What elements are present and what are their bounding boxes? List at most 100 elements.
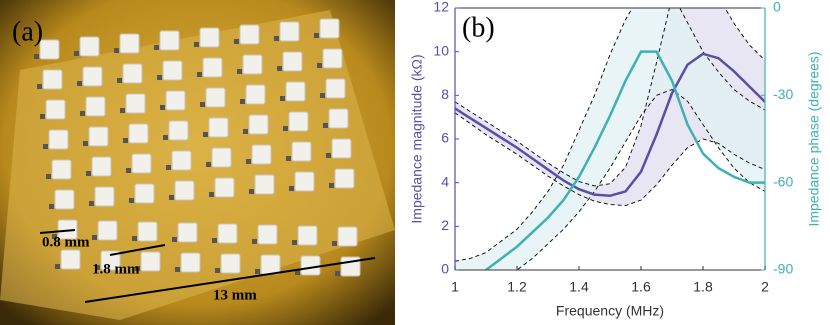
band [455, 8, 765, 270]
cube [202, 57, 223, 78]
pad [83, 141, 88, 146]
x-tick-label: 1 [451, 279, 459, 295]
pad [286, 156, 291, 161]
pad [197, 72, 202, 77]
cube [285, 81, 306, 102]
pad [283, 126, 288, 131]
pad [129, 198, 134, 203]
pad [237, 69, 242, 74]
cube [159, 30, 180, 51]
annotation: 1.8 mm [92, 261, 140, 277]
pad [317, 63, 322, 68]
pad [255, 269, 260, 274]
cube [214, 177, 235, 198]
x-tick-label: 1.4 [569, 279, 589, 295]
cube [291, 141, 312, 162]
y2-axis-label: Impedance phase (degrees) [806, 51, 822, 226]
line [455, 52, 765, 198]
panel-label: (b) [462, 12, 495, 43]
cube [165, 90, 186, 111]
y-tick-label: 0 [441, 261, 449, 277]
pad [154, 45, 159, 50]
cube [85, 96, 106, 117]
pad [80, 111, 85, 116]
cube [48, 129, 69, 150]
scale-arrow [109, 244, 166, 256]
cube [140, 251, 161, 272]
cube [174, 180, 195, 201]
pad [234, 39, 239, 44]
y-tick-label: 6 [441, 130, 449, 146]
pad [77, 81, 82, 86]
cube [248, 114, 269, 135]
cube [54, 189, 75, 210]
cube [177, 222, 198, 243]
cube [279, 21, 300, 42]
pad [175, 267, 180, 272]
pad [74, 51, 79, 56]
pad [95, 265, 100, 270]
cube [220, 253, 241, 274]
cube [242, 54, 263, 75]
pad [49, 204, 54, 209]
cube [91, 156, 112, 177]
x-tick-label: 2 [761, 279, 769, 295]
cube [162, 60, 183, 81]
pad [160, 105, 165, 110]
cube [100, 250, 121, 271]
pad [240, 99, 245, 104]
y-tick-label: 8 [441, 86, 449, 102]
panel-label: (a) [12, 16, 43, 47]
pad [117, 78, 122, 83]
cube [294, 171, 315, 192]
cube [331, 138, 352, 159]
x-tick-label: 1.8 [693, 279, 713, 295]
y-tick-label: 4 [441, 173, 449, 189]
cube [168, 120, 189, 141]
pad [126, 168, 131, 173]
y2-tick-label: -90 [773, 261, 793, 277]
pad [86, 171, 91, 176]
y-tick-label: 2 [441, 217, 449, 233]
cube [82, 66, 103, 87]
pad [280, 96, 285, 101]
pad [252, 239, 257, 244]
cube [122, 63, 143, 84]
cube [128, 123, 149, 144]
cube [217, 223, 238, 244]
pad [37, 84, 42, 89]
cube [88, 126, 109, 147]
x-axis-label: Frequency (MHz) [556, 303, 664, 319]
cube [254, 174, 275, 195]
pad [120, 108, 125, 113]
pad [114, 48, 119, 53]
pad [55, 264, 60, 269]
pad [329, 183, 334, 188]
pad [46, 174, 51, 179]
line [485, 50, 765, 270]
cube [137, 221, 158, 242]
pad [292, 240, 297, 245]
pad [215, 268, 220, 273]
cube [251, 144, 272, 165]
pad [135, 266, 140, 271]
y-tick-label: 10 [433, 42, 449, 58]
pad [52, 234, 57, 239]
y-axis-label: Impedance magnitude (kΩ) [409, 54, 425, 223]
pad [132, 236, 137, 241]
y2-tick-label: 0 [773, 0, 781, 15]
pad [314, 33, 319, 38]
x-tick-label: 1.6 [631, 279, 651, 295]
cube [79, 36, 100, 57]
cube [119, 33, 140, 54]
pad [246, 159, 251, 164]
pad [194, 42, 199, 47]
plot-area [455, 8, 765, 270]
x-tick-label: 1.2 [507, 279, 527, 295]
cube [239, 24, 260, 45]
y2-tick-label: -60 [773, 173, 793, 189]
band-edge [455, 8, 765, 262]
pad [169, 195, 174, 200]
cube [39, 39, 60, 60]
